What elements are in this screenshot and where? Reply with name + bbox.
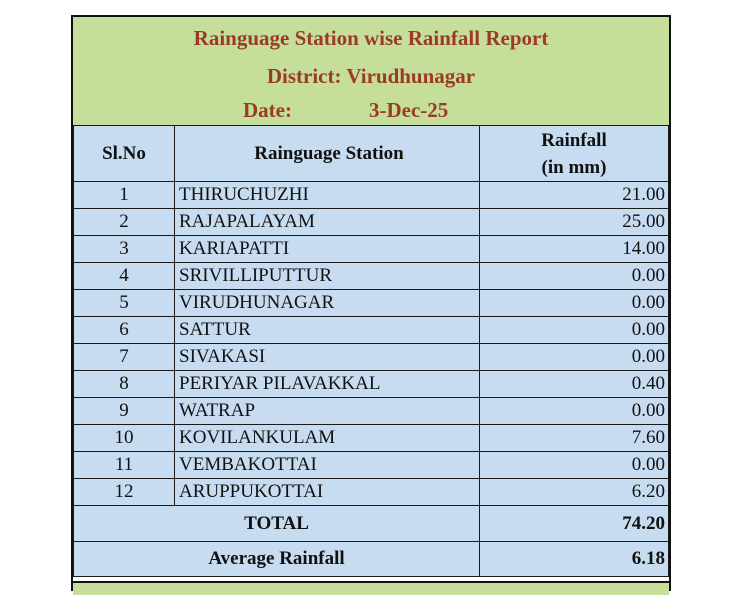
row-rainfall: 21.00 (479, 181, 669, 209)
average-label: Average Rainfall (73, 541, 480, 577)
row-slno: 12 (73, 478, 175, 506)
table-row: 2 RAJAPALAYAM 25.00 (73, 208, 669, 236)
row-rainfall: 25.00 (479, 208, 669, 236)
row-station: RAJAPALAYAM (174, 208, 480, 236)
row-rainfall: 0.40 (479, 370, 669, 398)
table-row: 9 WATRAP 0.00 (73, 397, 669, 425)
header-station: Rainguage Station (174, 125, 480, 182)
date-label: Date: (243, 98, 292, 122)
row-rainfall: 6.20 (479, 478, 669, 506)
row-slno: 2 (73, 208, 175, 236)
header-rainfall: Rainfall (in mm) (479, 125, 669, 182)
date-value: 3-Dec-25 (369, 98, 449, 122)
table-row: 12 ARUPPUKOTTAI 6.20 (73, 478, 669, 506)
total-row: TOTAL 74.20 (73, 505, 669, 542)
row-slno: 8 (73, 370, 175, 398)
row-station: ARUPPUKOTTAI (174, 478, 480, 506)
table-row: 3 KARIAPATTI 14.00 (73, 235, 669, 263)
total-value: 74.20 (479, 505, 669, 542)
row-rainfall: 14.00 (479, 235, 669, 263)
row-station: KOVILANKULAM (174, 424, 480, 452)
row-station: SIVAKASI (174, 343, 480, 371)
report-footer (73, 581, 669, 595)
row-rainfall: 0.00 (479, 316, 669, 344)
row-slno: 1 (73, 181, 175, 209)
row-rainfall: 0.00 (479, 451, 669, 479)
district-label: District: Virudhunagar (266, 64, 476, 88)
report-header: Rainguage Station wise Rainfall Report D… (73, 17, 669, 127)
report-title: Rainguage Station wise Rainfall Report (193, 26, 549, 50)
table-row: 8 PERIYAR PILAVAKKAL 0.40 (73, 370, 669, 398)
header-rainfall-line1: Rainfall (541, 129, 607, 151)
row-slno: 7 (73, 343, 175, 371)
table-header-row: Sl.No Rainguage Station Rainfall (in mm) (73, 125, 669, 182)
row-station: THIRUCHUZHI (174, 181, 480, 209)
row-slno: 3 (73, 235, 175, 263)
rainfall-report: Rainguage Station wise Rainfall Report D… (71, 15, 671, 595)
row-station: PERIYAR PILAVAKKAL (174, 370, 480, 398)
row-rainfall: 7.60 (479, 424, 669, 452)
total-label: TOTAL (73, 505, 480, 542)
table-row: 6 SATTUR 0.00 (73, 316, 669, 344)
row-rainfall: 0.00 (479, 397, 669, 425)
row-slno: 5 (73, 289, 175, 317)
row-slno: 4 (73, 262, 175, 290)
row-station: SATTUR (174, 316, 480, 344)
row-station: SRIVILLIPUTTUR (174, 262, 480, 290)
table-row: 10 KOVILANKULAM 7.60 (73, 424, 669, 452)
table-row: 4 SRIVILLIPUTTUR 0.00 (73, 262, 669, 290)
row-rainfall: 0.00 (479, 262, 669, 290)
row-rainfall: 0.00 (479, 343, 669, 371)
table-row: 1 THIRUCHUZHI 21.00 (73, 181, 669, 209)
table-row: 5 VIRUDHUNAGAR 0.00 (73, 289, 669, 317)
row-slno: 6 (73, 316, 175, 344)
row-station: VEMBAKOTTAI (174, 451, 480, 479)
average-value: 6.18 (479, 541, 669, 577)
row-station: KARIAPATTI (174, 235, 480, 263)
table-row: 11 VEMBAKOTTAI 0.00 (73, 451, 669, 479)
average-row: Average Rainfall 6.18 (73, 541, 669, 577)
header-slno: Sl.No (73, 125, 175, 182)
rainfall-table: Sl.No Rainguage Station Rainfall (in mm)… (73, 125, 669, 577)
row-station: WATRAP (174, 397, 480, 425)
header-rainfall-line2: (in mm) (541, 156, 607, 178)
table-row: 7 SIVAKASI 0.00 (73, 343, 669, 371)
row-slno: 9 (73, 397, 175, 425)
row-rainfall: 0.00 (479, 289, 669, 317)
row-slno: 11 (73, 451, 175, 479)
row-slno: 10 (73, 424, 175, 452)
row-station: VIRUDHUNAGAR (174, 289, 480, 317)
